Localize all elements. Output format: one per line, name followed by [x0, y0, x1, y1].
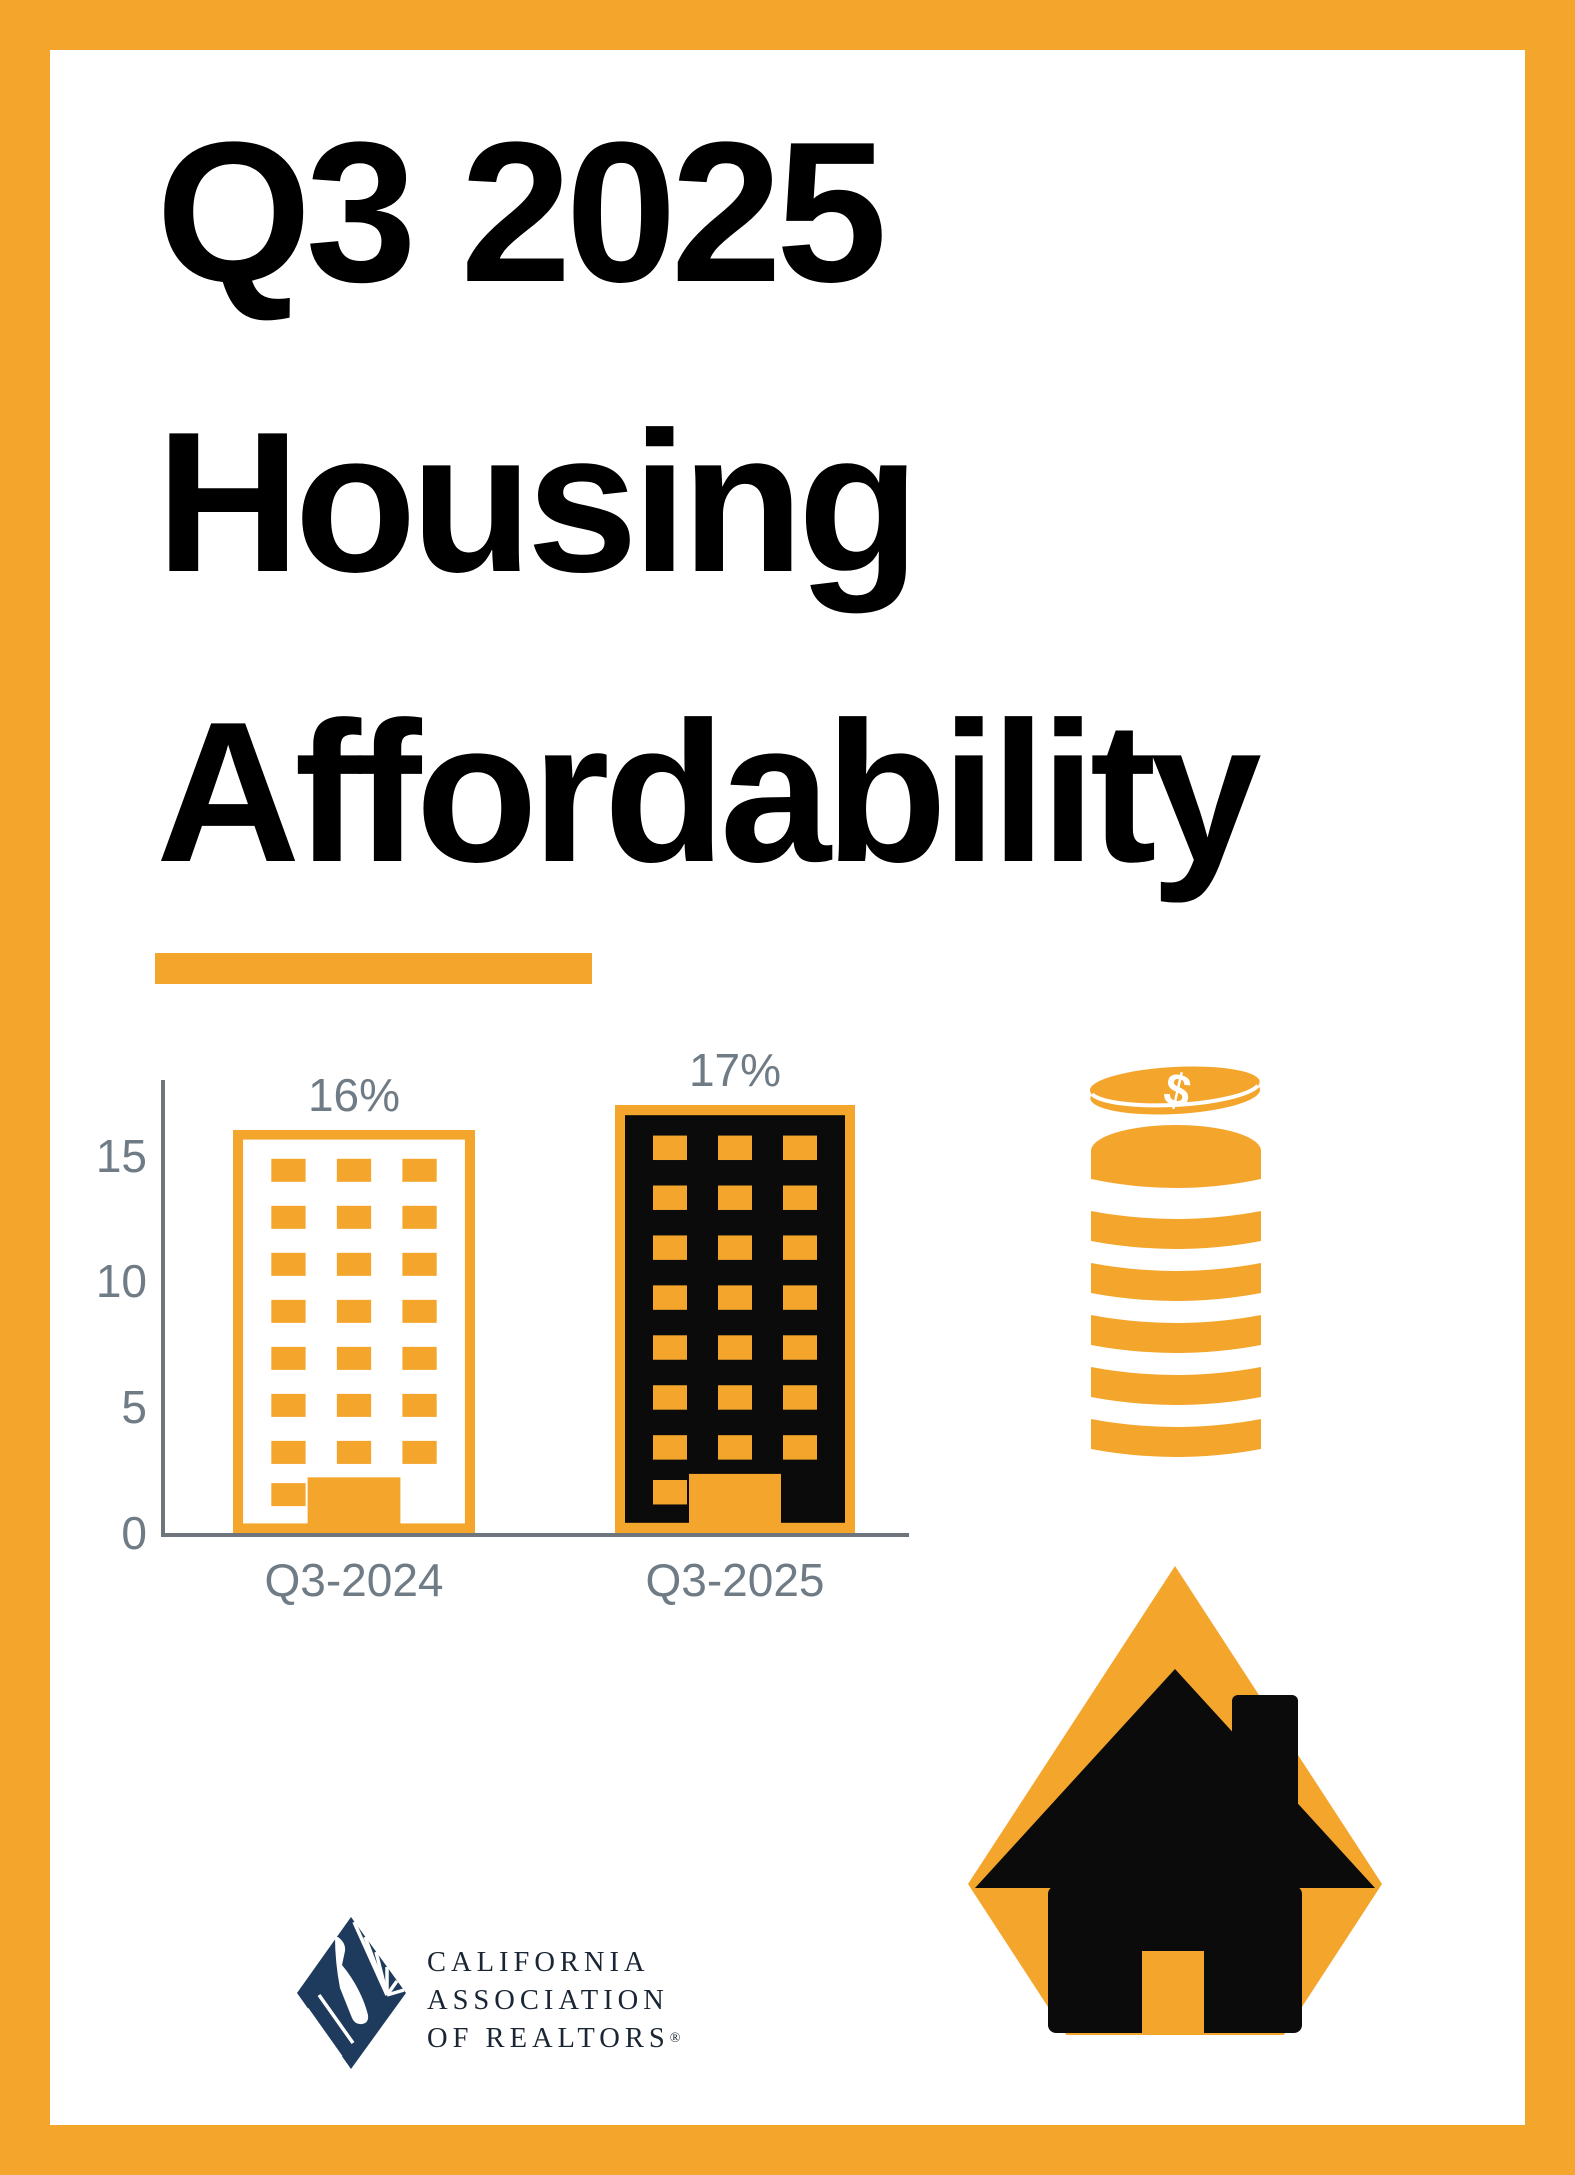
registered-mark: ®	[669, 2031, 681, 2046]
y-axis-line	[161, 1080, 165, 1537]
title-line-1: Q3 2025	[156, 101, 887, 324]
car-logo-icon	[297, 1917, 406, 2069]
house-icon	[968, 1566, 1382, 2035]
building-outline-icon	[233, 1130, 475, 1533]
x-category-label: Q3-2024	[264, 1554, 444, 1606]
title-line-3: Affordability	[156, 681, 1262, 904]
car-logo-text: CALIFORNIA ASSOCIATION OF REALTORS®	[427, 1944, 680, 2058]
x-category-label: Q3-2025	[645, 1554, 825, 1606]
y-tick-label: 5	[121, 1381, 147, 1434]
bar-value-label: 16%	[307, 1069, 401, 1121]
building-solid-icon	[615, 1105, 855, 1533]
title-line-2: Housing	[156, 391, 920, 614]
logo-line-1: CALIFORNIA	[427, 1947, 650, 1978]
bar-value-label: 17%	[688, 1044, 782, 1096]
affordability-bar-chart: 0 5 10 15 16% 17%	[50, 1044, 950, 1680]
y-tick-label: 0	[121, 1507, 147, 1559]
y-tick-label: 10	[95, 1255, 147, 1308]
california-silhouette	[335, 1937, 369, 2025]
house-door	[1142, 1951, 1204, 2035]
car-logo: CALIFORNIA ASSOCIATION OF REALTORS®	[295, 1915, 765, 2085]
y-tick-label: 15	[95, 1129, 147, 1182]
x-axis-line	[161, 1533, 909, 1537]
logo-line-2: ASSOCIATION	[427, 1985, 669, 2016]
page-title: Q3 2025 Housing Affordability	[156, 68, 1262, 938]
bar-q3-2024: 16%	[233, 1069, 475, 1533]
bar-q3-2025: 17%	[615, 1044, 855, 1533]
coin-stack-icon: $	[1089, 1062, 1261, 1457]
logo-line-3: OF REALTORS®	[427, 2023, 681, 2054]
title-accent-bar	[155, 953, 592, 984]
